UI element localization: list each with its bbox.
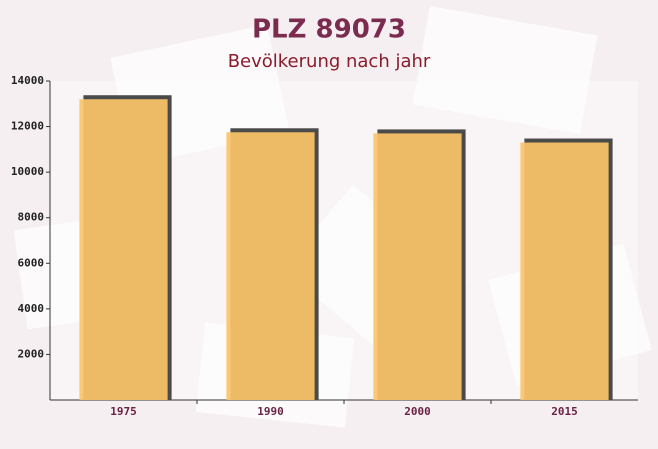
bar [226,132,315,400]
y-tick-label: 12000 [11,120,44,133]
x-tick-label: 2015 [551,405,578,418]
x-tick-label: 1975 [110,405,137,418]
y-tick-label: 2000 [18,347,45,360]
chart-subtitle: Bevölkerung nach jahr [228,51,431,72]
bar [520,142,609,400]
x-tick-label: 1990 [257,405,284,418]
y-tick-label: 8000 [18,211,45,224]
y-tick-label: 10000 [11,165,44,178]
chart-title: PLZ 89073 [252,15,406,45]
y-tick-label: 4000 [18,302,45,315]
bar [79,99,168,400]
bar [373,133,462,400]
x-tick-label: 2000 [404,405,431,418]
y-tick-label: 6000 [18,256,45,269]
y-tick-label: 14000 [11,74,44,87]
